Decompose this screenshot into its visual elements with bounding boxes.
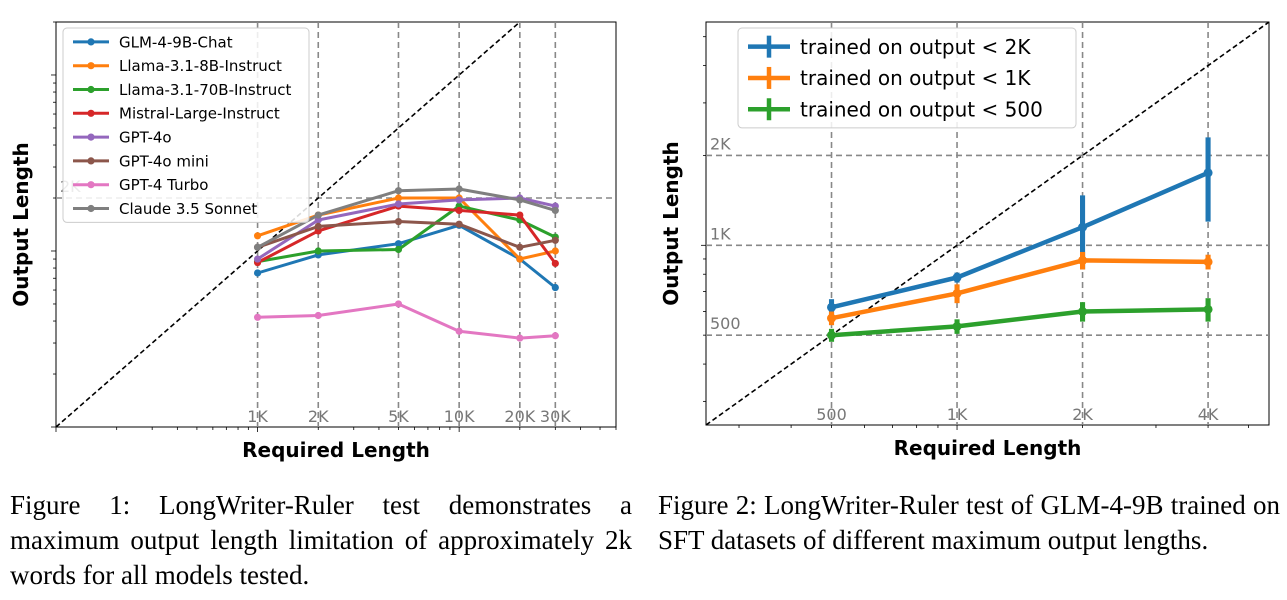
data-point (551, 332, 559, 340)
data-point (551, 247, 559, 255)
data-point (1078, 222, 1088, 232)
data-point (455, 185, 463, 193)
data-point (394, 200, 403, 208)
series-line (257, 223, 557, 289)
data-point (455, 327, 463, 335)
data-point (516, 211, 524, 219)
data-point (516, 334, 524, 342)
data-point (253, 232, 262, 240)
data-point (516, 196, 524, 204)
x-tick-label: 500 (816, 405, 847, 424)
legend-swatch-marker (87, 157, 95, 165)
data-point (394, 240, 403, 248)
x-axis-label: Required Length (242, 438, 430, 462)
data-point (253, 269, 262, 277)
legend-entry: Llama-3.1-8B-Instruct (119, 57, 282, 75)
legend-swatch-marker (87, 181, 95, 189)
data-point (253, 313, 262, 321)
data-point (827, 313, 837, 323)
x-tick-label: 2K (1072, 405, 1093, 424)
data-point (455, 196, 463, 204)
data-point (551, 206, 559, 215)
legend-entry: trained on output < 500 (800, 97, 1043, 121)
data-point (253, 255, 262, 263)
data-point (1078, 307, 1088, 317)
x-tick-label: 4K (1198, 405, 1219, 424)
series-line (831, 258, 1209, 321)
data-point (455, 220, 463, 228)
series-line (831, 307, 1209, 338)
data-point (253, 243, 262, 251)
data-point (1078, 255, 1088, 265)
data-point (551, 236, 559, 244)
series-line (256, 204, 557, 265)
series-line (257, 302, 556, 340)
legend-box (62, 27, 310, 223)
x-tick-label: 1K (247, 407, 268, 426)
data-point (516, 255, 524, 263)
legend-swatch-marker (87, 109, 95, 117)
y-tick-label: 2K (710, 134, 731, 153)
legend-entry: Mistral-Large-Instruct (119, 105, 280, 123)
data-point (827, 302, 837, 312)
data-point (394, 245, 403, 254)
x-tick-label: 1K (947, 405, 968, 424)
data-point (952, 288, 962, 298)
x-tick-label: 20K (504, 407, 535, 426)
legend-swatch-marker (87, 38, 95, 46)
x-tick-label: 2K (308, 407, 329, 426)
series-line (256, 196, 556, 261)
legend-entry: Claude 3.5 Sonnet (119, 200, 257, 218)
data-point (314, 211, 322, 219)
legend-swatch-marker (87, 133, 95, 141)
data-point (551, 283, 559, 292)
legend-entry: GPT-4o (119, 129, 172, 147)
figure-1-chart: 1K2K5K10K20K30K2KGLM-4-9B-ChatLlama-3.1-… (9, 21, 617, 462)
y-tick-label: 500 (710, 314, 741, 333)
data-point (516, 243, 524, 251)
figure-1-caption: Figure 1: LongWriter-Ruler test demonstr… (10, 490, 632, 590)
data-point (314, 222, 322, 230)
data-point (314, 311, 322, 320)
x-tick-label: 5K (388, 407, 409, 426)
y-axis-label: Output Length (9, 142, 33, 307)
series-line (830, 170, 1209, 310)
data-point (551, 259, 559, 268)
data-point (1203, 304, 1213, 314)
legend-swatch-marker (87, 85, 95, 94)
legend-swatch-marker (87, 204, 95, 213)
series-line (257, 220, 556, 249)
diagonal-reference-line (705, 21, 1270, 426)
legend-entry: trained on output < 1K (800, 66, 1031, 90)
legend-entry: Llama-3.1-70B-Instruct (119, 81, 292, 99)
data-point (394, 194, 403, 202)
legend-entry: trained on output < 2K (800, 35, 1031, 59)
x-tick-label: 30K (540, 407, 571, 426)
x-tick-label: 10K (444, 407, 475, 426)
plot-frame (705, 21, 1270, 426)
data-point (394, 187, 403, 195)
data-point (455, 206, 463, 215)
data-point (1203, 168, 1213, 178)
legend-entry: GPT-4 Turbo (119, 176, 208, 194)
figure-2-chart: 500 1K 2K 4K 500 1K 2K trained on output < 2K tr… (659, 21, 1270, 460)
legend-swatch-marker (87, 62, 95, 70)
data-point (952, 273, 962, 283)
plot-frame (55, 21, 617, 428)
y-tick-label: 1K (710, 224, 731, 243)
data-point (952, 321, 962, 331)
data-point (394, 300, 403, 308)
legend-box (737, 27, 1077, 129)
y-axis-label: Output Length (659, 141, 683, 306)
data-point (394, 217, 403, 226)
data-point (827, 330, 837, 340)
data-point (314, 247, 322, 255)
data-point (1203, 257, 1213, 267)
data-point (314, 216, 322, 224)
legend-entry: GPT-4o mini (119, 152, 209, 170)
figure-2-caption: Figure 2: LongWriter-Ruler test of GLM-4… (658, 490, 1280, 555)
x-axis-label: Required Length (894, 436, 1082, 460)
legend-entry: GLM-4-9B-Chat (119, 33, 233, 51)
